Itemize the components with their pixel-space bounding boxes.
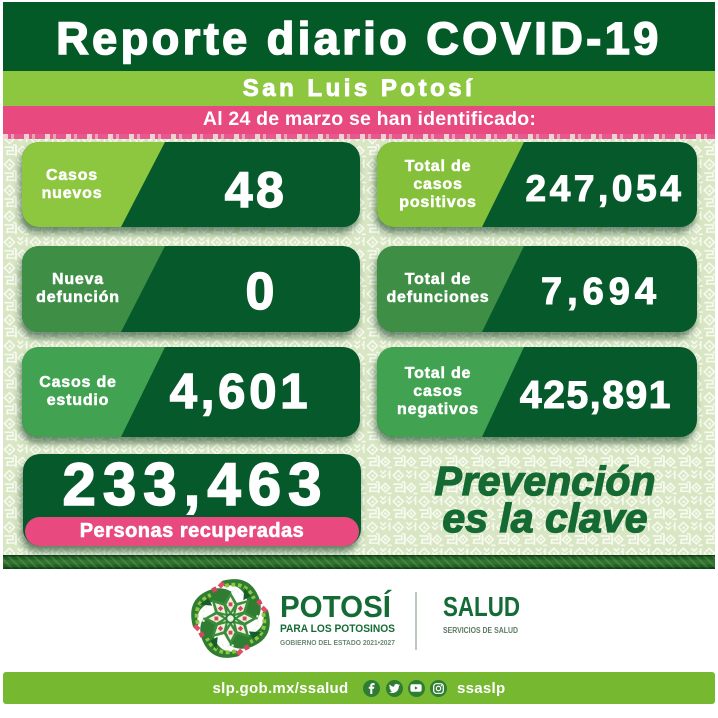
svg-text:SALUD: SALUD	[443, 591, 520, 622]
svg-text:SERVICIOS DE SALUD: SERVICIOS DE SALUD	[443, 626, 518, 635]
svg-text:GOBIERNO DEL ESTADO 2021•2027: GOBIERNO DEL ESTADO 2021•2027	[280, 638, 395, 647]
svg-text:POTOSÍ: POTOSÍ	[280, 589, 392, 624]
svg-text:PARA LOS POTOSINOS: PARA LOS POTOSINOS	[280, 623, 395, 635]
